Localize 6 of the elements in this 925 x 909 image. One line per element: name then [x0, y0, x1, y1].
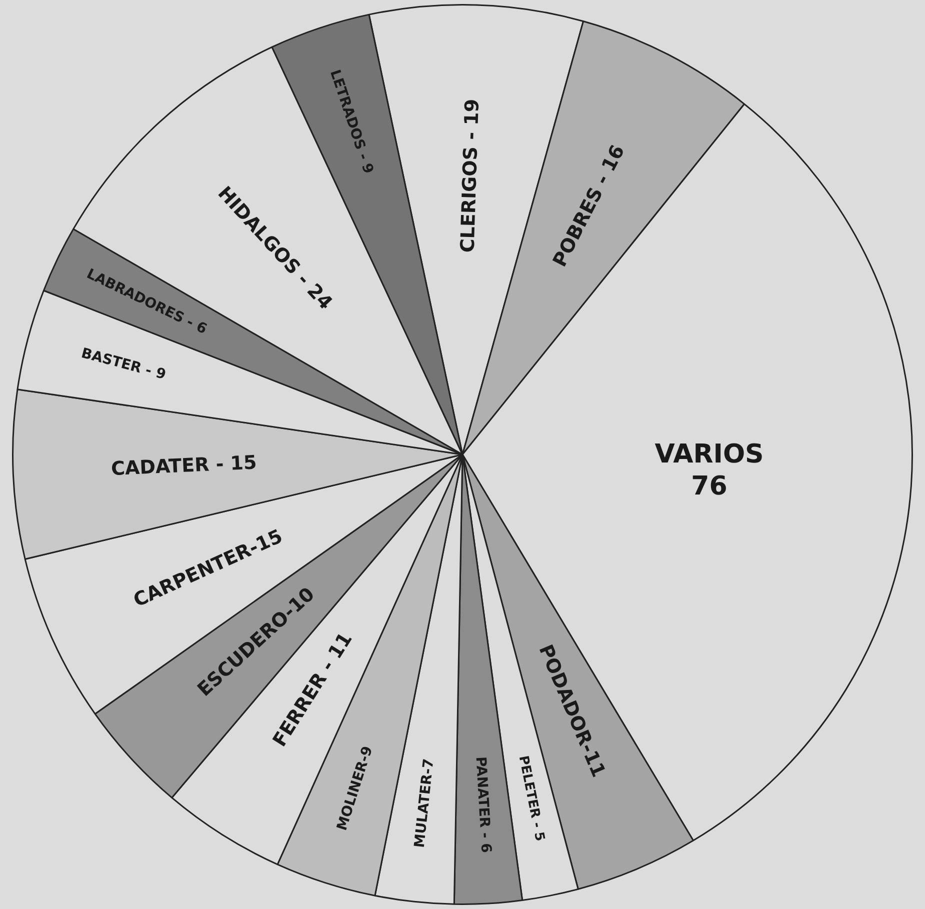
slice-label: CLERIGOS - 19: [456, 98, 484, 253]
slice-label: CADATER - 15: [110, 452, 258, 480]
slice-label: PANATER - 6: [472, 756, 494, 854]
slice-label: PELETER - 5: [515, 754, 548, 843]
slice-label: MULATER-7: [412, 758, 438, 849]
slice-label: VARIOS 76: [654, 439, 764, 502]
